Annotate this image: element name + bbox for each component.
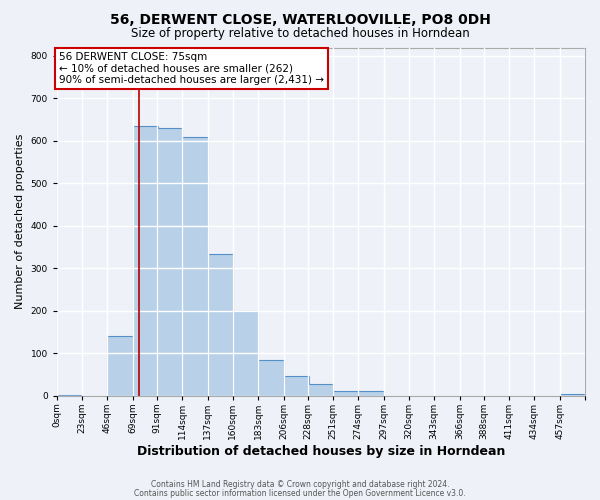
Text: 56 DERWENT CLOSE: 75sqm
← 10% of detached houses are smaller (262)
90% of semi-d: 56 DERWENT CLOSE: 75sqm ← 10% of detache…: [59, 52, 324, 85]
Bar: [308, 384, 333, 396]
Bar: [157, 128, 182, 396]
X-axis label: Distribution of detached houses by size in Horndean: Distribution of detached houses by size …: [137, 444, 505, 458]
Bar: [258, 360, 284, 396]
Bar: [233, 310, 258, 396]
Text: 56, DERWENT CLOSE, WATERLOOVILLE, PO8 0DH: 56, DERWENT CLOSE, WATERLOOVILLE, PO8 0D…: [110, 12, 490, 26]
Bar: [333, 390, 358, 396]
Bar: [182, 136, 208, 396]
Bar: [57, 395, 82, 396]
Y-axis label: Number of detached properties: Number of detached properties: [15, 134, 25, 309]
Bar: [358, 390, 383, 396]
Text: Contains public sector information licensed under the Open Government Licence v3: Contains public sector information licen…: [134, 488, 466, 498]
Bar: [133, 126, 158, 396]
Text: Contains HM Land Registry data © Crown copyright and database right 2024.: Contains HM Land Registry data © Crown c…: [151, 480, 449, 489]
Text: Size of property relative to detached houses in Horndean: Size of property relative to detached ho…: [131, 28, 469, 40]
Bar: [208, 254, 233, 396]
Bar: [284, 376, 309, 396]
Bar: [107, 336, 133, 396]
Bar: [560, 394, 585, 396]
